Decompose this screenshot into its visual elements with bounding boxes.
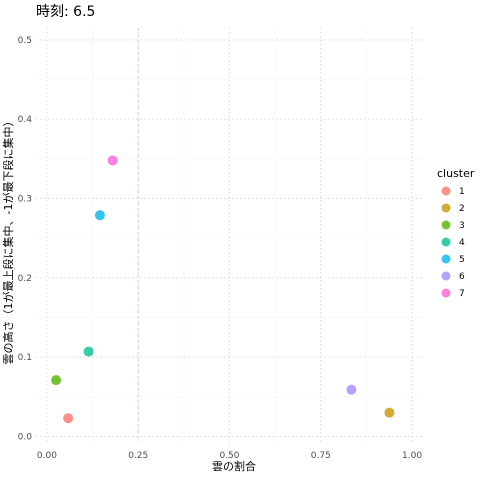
x-tick-label: 1.00 xyxy=(402,451,422,461)
legend-key-2 xyxy=(441,203,451,213)
x-tick-label: 0.75 xyxy=(311,451,331,461)
data-point-cluster-7 xyxy=(107,155,118,166)
data-point-cluster-1 xyxy=(63,413,74,424)
x-tick-label: 0.25 xyxy=(128,451,148,461)
y-tick-label: 0.5 xyxy=(18,36,32,46)
legend-label-4: 4 xyxy=(459,238,465,248)
legend-label-3: 3 xyxy=(459,221,465,231)
legend-key-3 xyxy=(441,220,451,230)
y-tick-label: 0.3 xyxy=(18,195,32,205)
grid-lines xyxy=(36,28,423,442)
y-tick-label: 0.0 xyxy=(18,432,33,442)
data-points xyxy=(51,155,395,424)
legend-label-7: 7 xyxy=(459,289,465,299)
legend-key-5 xyxy=(441,254,451,264)
legend-label-5: 5 xyxy=(459,255,465,265)
data-point-cluster-5 xyxy=(94,210,105,221)
legend-key-4 xyxy=(441,237,451,247)
data-point-cluster-3 xyxy=(51,375,62,386)
x-tick-label: 0.00 xyxy=(37,451,57,461)
data-point-cluster-4 xyxy=(83,346,94,357)
legend-label-6: 6 xyxy=(459,272,465,282)
y-tick-label: 0.2 xyxy=(18,274,32,284)
y-tick-label: 0.1 xyxy=(18,353,32,363)
y-axis-label: 雲の高さ（1が最上段に集中、-1が最下段に集中） xyxy=(1,116,15,365)
legend-key-6 xyxy=(441,271,451,281)
legend-key-1 xyxy=(441,186,451,196)
legend-key-7 xyxy=(441,288,451,298)
legend-label-2: 2 xyxy=(459,204,465,214)
y-tick-labels: 0.0 0.1 0.2 0.3 0.4 0.5 xyxy=(18,36,33,443)
data-point-cluster-6 xyxy=(346,384,357,395)
legend: cluster 1 2 3 4 5 6 7 xyxy=(437,167,475,299)
data-point-cluster-2 xyxy=(384,407,395,418)
x-axis-label: 雲の割合 xyxy=(212,459,256,473)
legend-title: cluster xyxy=(437,167,475,180)
legend-label-1: 1 xyxy=(459,187,465,197)
x-tick-labels: 0.00 0.25 0.50 0.75 1.00 xyxy=(37,451,422,461)
y-tick-label: 0.4 xyxy=(18,115,33,125)
x-tick-label: 0.50 xyxy=(219,451,239,461)
chart-title: 時刻: 6.5 xyxy=(36,4,95,20)
